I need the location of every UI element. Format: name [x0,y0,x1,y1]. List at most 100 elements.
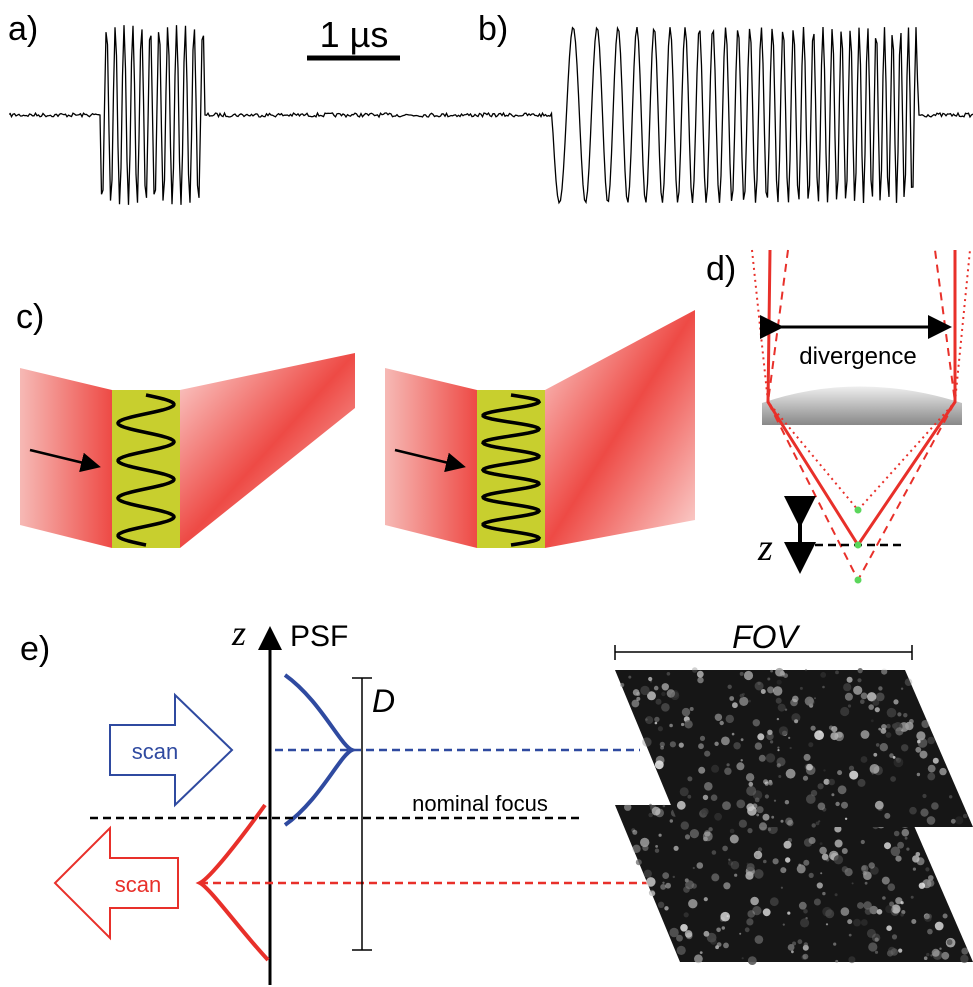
cell [876,743,880,747]
cell [913,868,916,871]
cell [755,855,758,858]
cell [754,851,762,859]
cell [770,740,773,743]
cell [838,785,847,794]
cell [872,772,874,774]
cell [771,816,774,819]
cell [823,769,825,771]
cell [893,699,898,704]
cell [628,676,631,679]
cell [800,687,803,690]
cell [655,760,664,769]
cell [736,762,744,770]
cell [834,855,843,864]
cell [755,742,762,749]
cell [878,686,882,690]
cell [694,954,703,963]
cell [714,813,722,821]
cell [861,919,868,926]
cell [642,845,648,851]
cell [720,912,730,922]
cell [901,744,908,751]
cell [773,686,782,695]
cell [724,768,731,775]
cell [742,693,745,696]
cell [849,934,852,937]
cell [857,678,861,682]
cell [727,763,730,766]
cell [928,765,936,773]
cell [886,724,891,729]
cell [909,807,917,815]
cell [685,930,693,938]
cell [819,847,827,855]
cell [726,715,734,723]
cell [901,901,904,904]
cell [739,933,741,935]
cell [901,688,903,690]
cell [778,704,786,712]
panel-label: a) [8,10,38,48]
cell [897,842,904,849]
cell [746,918,753,925]
cell [785,857,790,862]
cell [633,689,640,696]
cell [780,867,786,873]
cell [692,667,698,673]
cell [704,751,710,757]
cell [757,733,764,740]
cell [684,720,692,728]
cell [887,708,897,718]
cell [753,719,760,726]
cell [818,820,820,822]
cell [774,800,776,802]
cell [852,882,854,884]
cell [746,803,754,811]
cell [788,737,790,739]
cell [660,884,666,890]
cell [863,871,872,880]
cell [797,864,806,873]
cell [837,770,842,775]
cell [642,737,651,746]
cell [927,816,936,825]
cell [960,955,968,963]
cell [927,737,935,745]
cell [669,928,678,937]
cell [656,699,662,705]
cell [697,677,703,683]
cell [858,668,863,673]
cell [654,717,659,722]
cell [658,902,664,908]
cell [798,864,801,867]
cell [831,793,834,796]
cell [785,800,789,804]
cell [818,783,824,789]
z-label: z [757,527,773,569]
cell [873,753,877,757]
cell [853,686,862,695]
cell [759,755,766,762]
cell [803,909,808,914]
cell [835,840,843,848]
cell [662,882,664,884]
cell [734,874,737,877]
cell [921,720,929,728]
cell [822,854,829,861]
cell [943,914,948,919]
cell [835,893,838,896]
nominal-focus-label: nominal focus [412,791,548,816]
cell [941,952,949,960]
cell [924,956,928,960]
cell [916,731,925,740]
cell [770,897,779,906]
cell [861,840,865,844]
cell [939,948,941,950]
cell [843,683,851,691]
cell [670,819,673,822]
cell [741,738,744,741]
cell [759,822,767,830]
cell [632,700,640,708]
cell [624,804,631,811]
cell [659,834,662,837]
